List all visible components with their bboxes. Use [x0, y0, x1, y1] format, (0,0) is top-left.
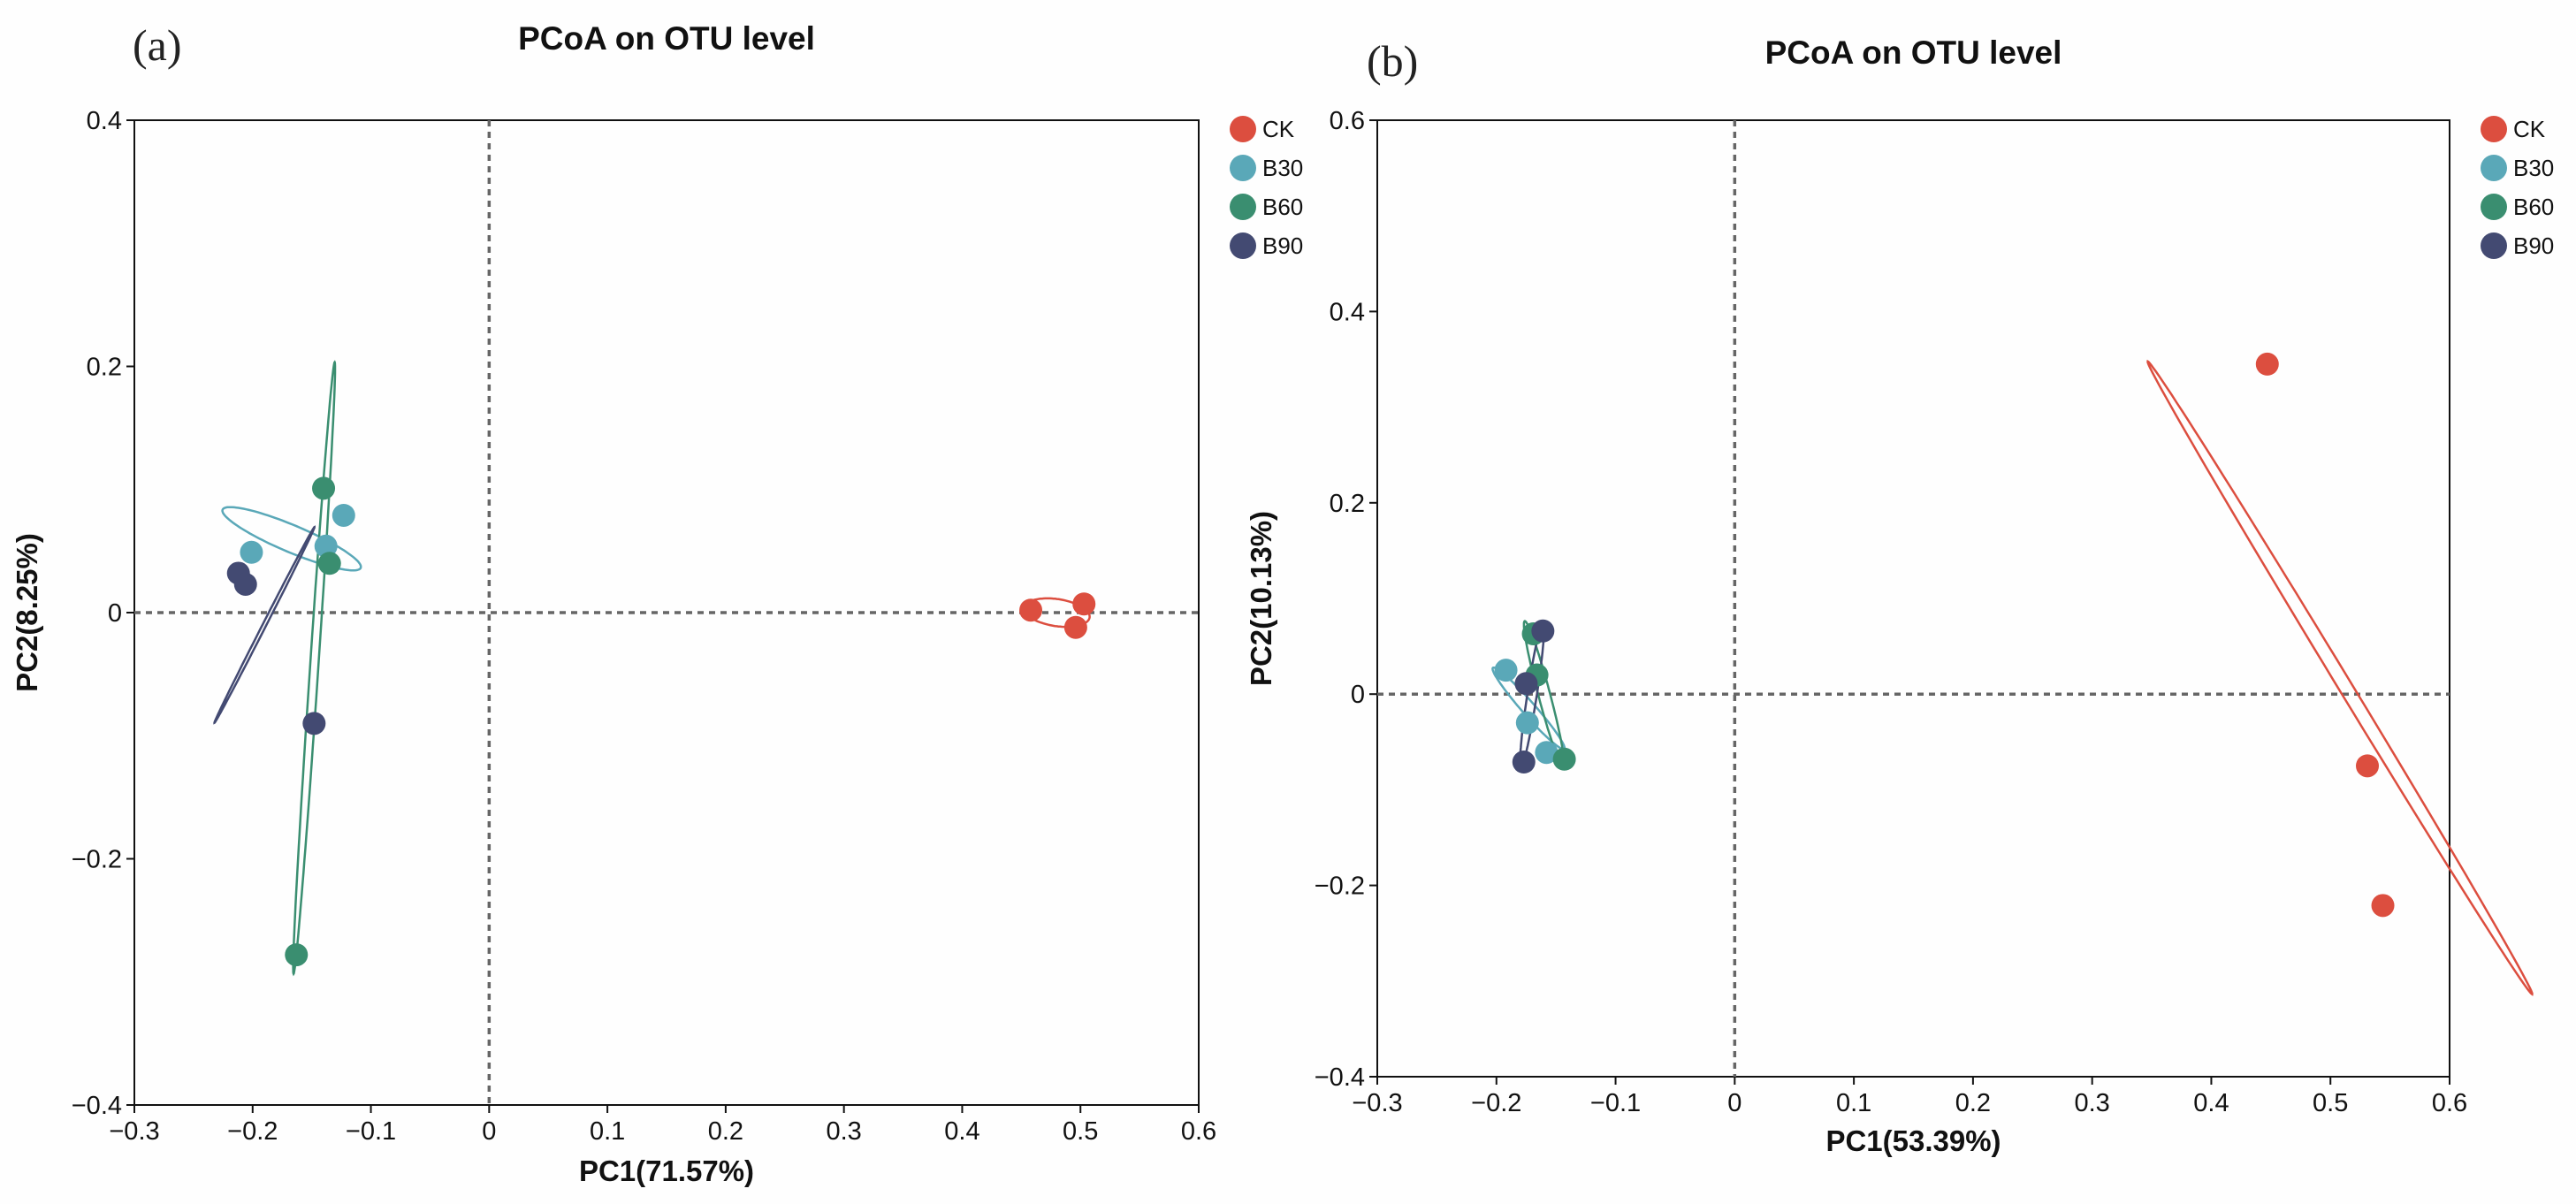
- x-tick-label: 0.1: [1836, 1089, 1871, 1117]
- legend-marker-b30: [1230, 155, 1256, 181]
- x-tick-label: −0.2: [1471, 1089, 1521, 1117]
- legend-label-b60: B60: [2513, 194, 2554, 220]
- point-b30: [314, 534, 338, 558]
- point-ck: [2371, 894, 2395, 918]
- ellipse-ck: [2146, 359, 2534, 996]
- ellipse-b30: [1491, 666, 1566, 751]
- x-tick-label: 0.5: [1063, 1117, 1098, 1146]
- legend-marker-b60: [2481, 194, 2507, 220]
- chart-title: PCoA on OTU level: [518, 20, 815, 57]
- y-tick-label: −0.2: [1315, 873, 1365, 901]
- y-axis-label: PC2(10.13%): [1245, 511, 1277, 686]
- point-b90: [1512, 751, 1536, 774]
- point-b60: [312, 476, 336, 500]
- y-tick-label: 0: [108, 599, 122, 628]
- legend-label-ck: CK: [2513, 116, 2546, 142]
- x-axis-label: PC1(71.57%): [579, 1154, 754, 1187]
- y-tick-label: 0.6: [1330, 107, 1365, 135]
- x-tick-label: 0.2: [1955, 1089, 1991, 1117]
- y-tick-label: 0: [1351, 681, 1365, 709]
- x-tick-label: −0.3: [109, 1117, 159, 1146]
- panel-label: (a): [133, 20, 182, 70]
- legend-marker-ck: [1230, 116, 1256, 142]
- ellipse-b90: [213, 525, 316, 725]
- point-b30: [332, 503, 355, 527]
- point-b30: [1535, 741, 1559, 765]
- y-tick-label: −0.4: [72, 1092, 122, 1120]
- legend-marker-b60: [1230, 194, 1256, 220]
- legend-marker-b90: [1230, 232, 1256, 259]
- y-tick-label: 0.4: [1330, 298, 1365, 326]
- ellipse-b60: [292, 360, 337, 977]
- x-tick-label: −0.2: [227, 1117, 278, 1146]
- y-tick-label: 0.2: [1330, 490, 1365, 518]
- point-b60: [1552, 747, 1576, 771]
- y-tick-label: −0.2: [72, 846, 122, 874]
- x-axis-label: PC1(53.39%): [1825, 1124, 2001, 1157]
- chart-title: PCoA on OTU level: [1765, 34, 2062, 71]
- point-b90: [233, 572, 257, 596]
- legend-label-b60: B60: [1262, 194, 1303, 220]
- point-b30: [240, 540, 263, 564]
- legend-marker-b30: [2481, 155, 2507, 181]
- point-ck: [2356, 754, 2380, 778]
- x-tick-label: 0: [1727, 1089, 1741, 1117]
- x-tick-label: 0.6: [1181, 1117, 1216, 1146]
- legend-label-b90: B90: [2513, 232, 2554, 259]
- x-tick-label: 0.5: [2313, 1089, 2348, 1117]
- panel-label: (b): [1367, 36, 1418, 86]
- x-tick-label: 0.3: [2075, 1089, 2110, 1117]
- point-b30: [1494, 659, 1518, 682]
- point-b90: [302, 712, 326, 735]
- y-tick-label: −0.4: [1315, 1063, 1365, 1092]
- x-tick-label: 0.2: [708, 1117, 743, 1146]
- panel-b: (b) PCoA on OTU level −0.3 −0.2 −0.1 0 0.1 0.2 0…: [1245, 34, 2554, 1157]
- x-tick-label: 0: [482, 1117, 496, 1146]
- legend-marker-ck: [2481, 116, 2507, 142]
- x-tick-label: −0.1: [346, 1117, 396, 1146]
- point-b90: [1531, 619, 1555, 643]
- x-tick-label: 0.3: [827, 1117, 862, 1146]
- y-tick-label: 0.2: [87, 354, 122, 382]
- legend-label-ck: CK: [1262, 116, 1295, 142]
- point-b30: [1515, 711, 1539, 735]
- x-tick-label: 0.4: [944, 1117, 979, 1146]
- ellipse-b60: [1522, 620, 1566, 769]
- legend-label-b30: B30: [2513, 155, 2554, 181]
- x-tick-label: 0.6: [2432, 1089, 2467, 1117]
- point-b60: [317, 552, 341, 575]
- x-tick-label: 0.1: [590, 1117, 625, 1146]
- legend-label-b90: B90: [1262, 232, 1303, 259]
- x-tick-label: 0.4: [2193, 1089, 2229, 1117]
- point-b60: [285, 943, 309, 967]
- legend-label-b30: B30: [1262, 155, 1303, 181]
- point-ck: [1063, 615, 1087, 639]
- x-tick-label: −0.1: [1590, 1089, 1641, 1117]
- point-ck: [1019, 598, 1043, 622]
- point-ck: [1072, 592, 1096, 616]
- y-tick-label: 0.4: [87, 107, 122, 135]
- x-tick-label: −0.3: [1352, 1089, 1402, 1117]
- y-axis-label: PC2(8.25%): [11, 533, 43, 692]
- point-ck: [2255, 352, 2279, 376]
- plot-frame: [1376, 119, 2450, 1078]
- panel-a: (a) PCoA on OTU level −0.3 −0.2 −0.1 0 0.1 0.2 0…: [11, 20, 1303, 1187]
- legend-marker-b90: [2481, 232, 2507, 259]
- point-b90: [1514, 672, 1538, 696]
